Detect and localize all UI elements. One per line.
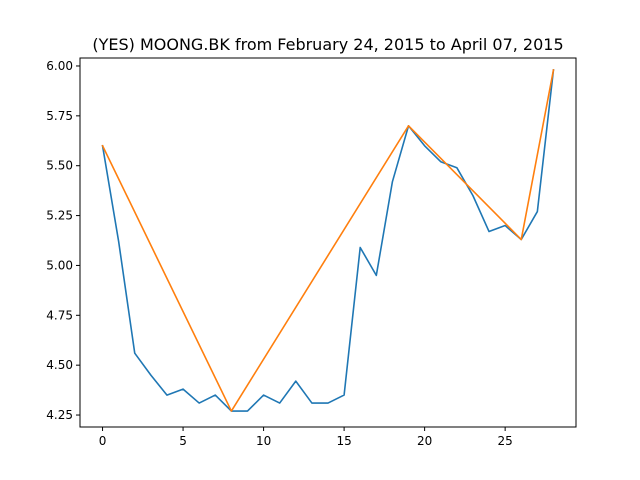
y-tick-label: 4.75 xyxy=(46,308,73,322)
plot-area-frame xyxy=(79,57,577,428)
series-line-1 xyxy=(101,69,555,412)
x-tick-label: 0 xyxy=(99,434,107,448)
x-tick-label: 25 xyxy=(498,434,513,448)
y-axis: 4.25 4.50 4.75 5.00 5.25 5.50 5.75 6.00 xyxy=(46,59,80,422)
y-tick-label: 6.00 xyxy=(46,59,73,73)
x-tick-label: 10 xyxy=(256,434,271,448)
y-tick-label: 4.50 xyxy=(46,358,73,372)
series-layer xyxy=(101,69,555,412)
x-tick-label: 20 xyxy=(417,434,432,448)
y-tick-label: 5.50 xyxy=(46,159,73,173)
series-line-2 xyxy=(101,69,555,412)
chart-title: (YES) MOONG.BK from February 24, 2015 to… xyxy=(92,35,563,54)
y-tick-label: 5.75 xyxy=(46,109,73,123)
y-tick-label: 5.25 xyxy=(46,209,73,223)
x-axis: 0 5 10 15 20 25 xyxy=(99,427,513,448)
y-tick-label: 4.25 xyxy=(46,408,73,422)
y-tick-label: 5.00 xyxy=(46,258,73,272)
x-tick-label: 15 xyxy=(336,434,351,448)
x-tick-label: 5 xyxy=(179,434,187,448)
